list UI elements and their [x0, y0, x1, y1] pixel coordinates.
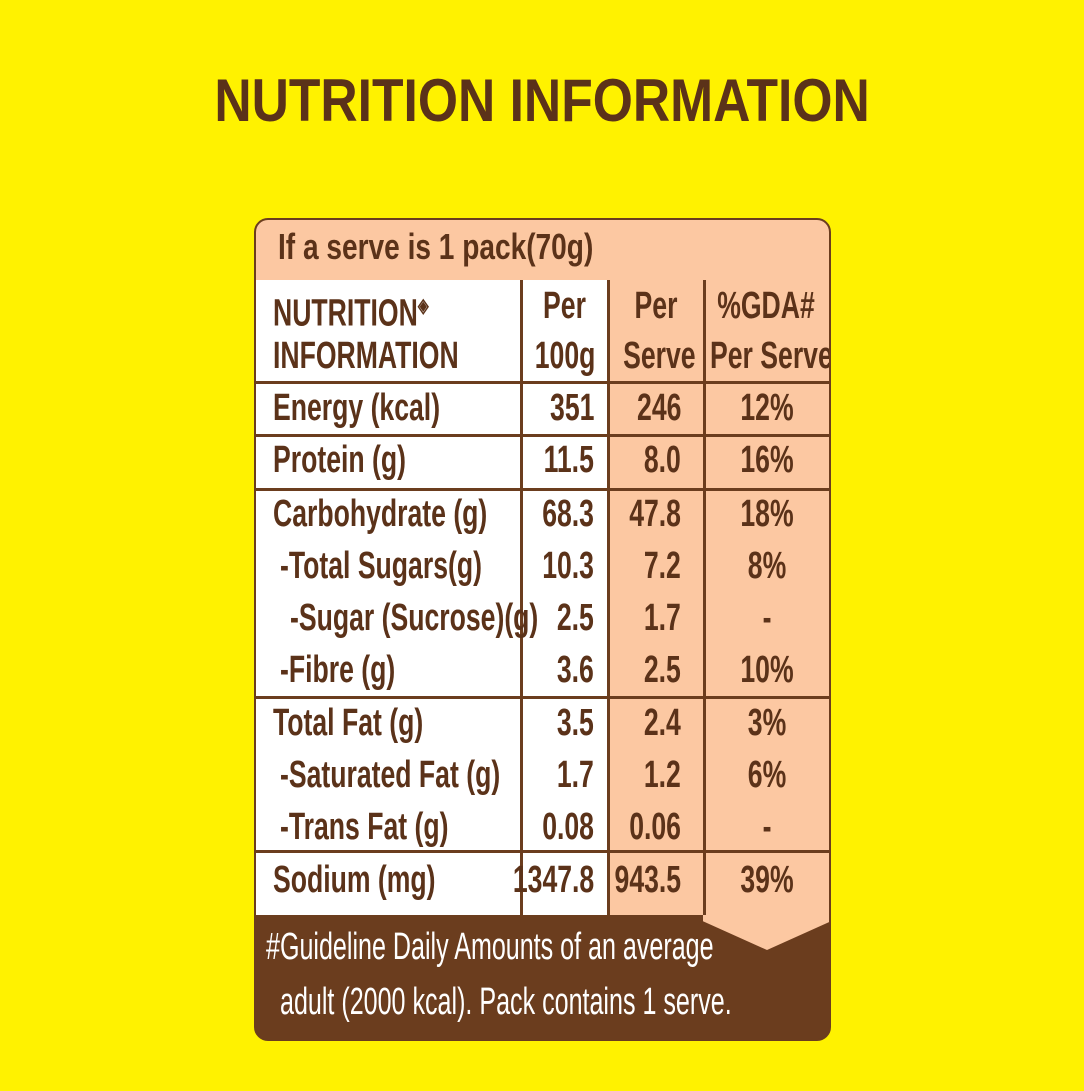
per-100g-value: 1347.8: [512, 859, 594, 901]
row-divider: [256, 488, 829, 491]
serve-banner: [256, 220, 829, 280]
chevron-notch: [703, 914, 829, 950]
page-title: NUTRITION INFORMATION: [214, 67, 870, 134]
header-information: INFORMATION: [273, 335, 459, 377]
diamond-symbol-icon: ◈: [417, 295, 429, 317]
header-gda-line1: %GDA#: [717, 285, 815, 327]
per-serve-value: 47.8: [629, 493, 681, 535]
row-divider: [256, 850, 829, 853]
per-serve-value: 0.06: [629, 806, 681, 848]
row-label: -Fibre (g): [280, 649, 396, 691]
row-label: -Sugar (Sucrose)(g): [290, 597, 539, 639]
per-100g-value: 351: [549, 387, 594, 429]
row-label: -Total Sugars(g): [280, 545, 482, 587]
row-divider: [256, 434, 829, 437]
per-serve-value: 1.7: [644, 597, 681, 639]
row-label: Energy (kcal): [273, 387, 441, 429]
header-perserve-line2: Serve: [623, 335, 696, 377]
per-serve-value: 2.4: [644, 702, 681, 744]
white-columns-bg: [256, 280, 607, 915]
gda-value: 3%: [747, 702, 787, 744]
row-label: -Saturated Fat (g): [280, 754, 501, 796]
per-100g-value: 1.7: [557, 754, 594, 796]
gda-value: 10%: [740, 649, 794, 691]
gda-value: 39%: [740, 859, 794, 901]
row-divider: [256, 696, 829, 699]
gda-value: 16%: [740, 439, 794, 481]
row-label: -Trans Fat (g): [280, 806, 449, 848]
per-serve-value: 1.2: [644, 754, 681, 796]
per-serve-value: 2.5: [644, 649, 681, 691]
header-per100g-line2: 100g: [534, 335, 596, 377]
per-serve-value: 7.2: [644, 545, 681, 587]
gda-value: 12%: [740, 387, 794, 429]
gda-value: 6%: [747, 754, 787, 796]
per-100g-value: 10.3: [542, 545, 594, 587]
header-nutrition: NUTRITION◈: [273, 292, 429, 335]
row-divider: [256, 381, 829, 384]
header-perserve-line1: Per: [634, 285, 678, 327]
per-serve-value: 8.0: [644, 439, 681, 481]
row-label: Carbohydrate (g): [273, 493, 488, 535]
header-gda-line2: Per Serve: [710, 335, 831, 377]
gda-value: -: [762, 597, 772, 639]
gda-value: 8%: [747, 545, 787, 587]
per-serve-value: 246: [636, 387, 681, 429]
peach-columns-bg: [607, 280, 829, 915]
row-label: Sodium (mg): [273, 859, 436, 901]
per-100g-value: 68.3: [542, 493, 594, 535]
per-100g-value: 0.08: [542, 806, 594, 848]
per-100g-value: 11.5: [543, 439, 594, 481]
column-divider: [520, 280, 523, 915]
row-label: Protein (g): [273, 439, 406, 481]
per-100g-value: 3.5: [557, 702, 594, 744]
column-divider: [607, 280, 610, 915]
gda-value: 18%: [740, 493, 794, 535]
serve-note: If a serve is 1 pack(70g): [278, 226, 594, 267]
per-100g-value: 3.6: [557, 649, 594, 691]
row-label: Total Fat (g): [273, 702, 424, 744]
header-per100g-line1: Per: [543, 285, 586, 327]
per-serve-value: 943.5: [614, 859, 681, 901]
footnote-line2: adult (2000 kcal). Pack contains 1 serve…: [280, 981, 732, 1023]
footnote-line1: #Guideline Daily Amounts of an average: [266, 926, 714, 968]
per-100g-value: 2.5: [557, 597, 594, 639]
column-divider: [703, 280, 706, 915]
gda-value: -: [762, 806, 772, 848]
nutrition-table: If a serve is 1 pack(70g) NUTRITION◈ INF…: [254, 218, 831, 1041]
